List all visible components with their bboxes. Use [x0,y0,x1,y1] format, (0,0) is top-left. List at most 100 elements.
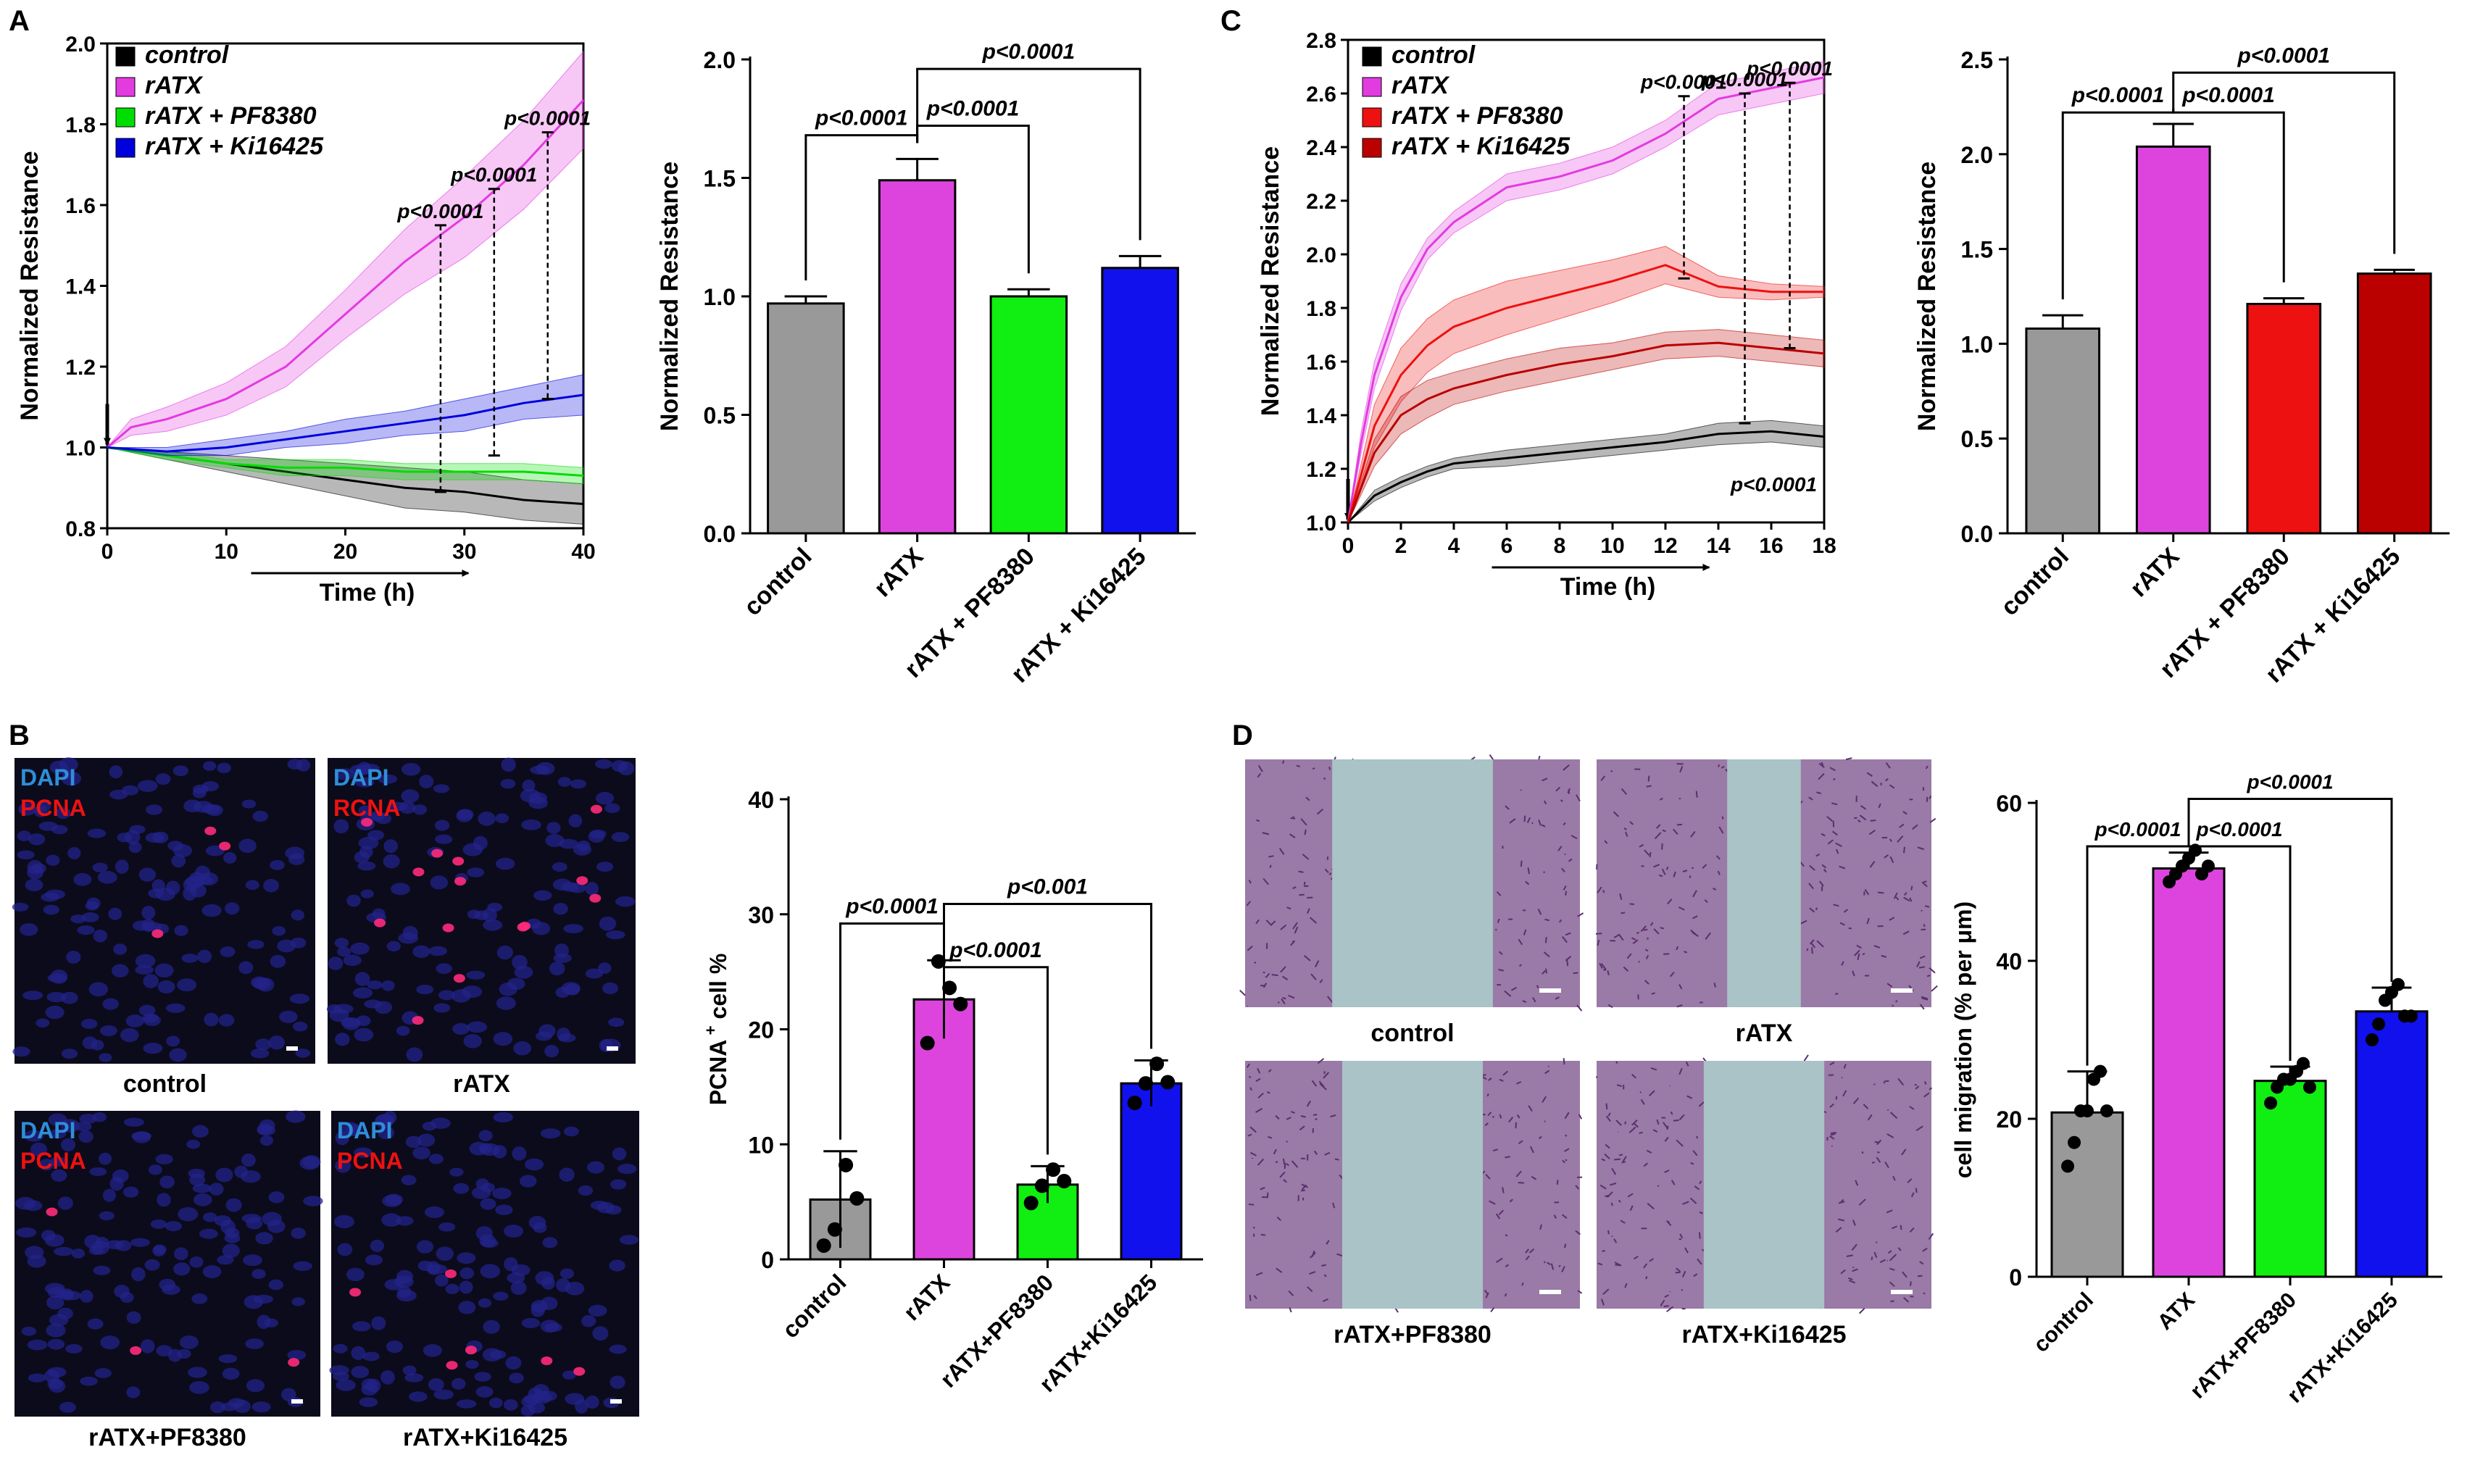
nucleus [433,784,450,793]
cell-streak [1886,1133,1894,1138]
y-tick-label: 40 [748,787,774,813]
nucleus [357,861,376,871]
cell-streak [1682,1201,1689,1205]
nucleus [401,789,420,803]
cell-streak [1602,890,1605,893]
nucleus [592,1326,609,1341]
cell-streak [1870,820,1876,822]
panel-d-bar-chart: 0 20 40 60 cell migration (% per μm) control A… [1950,771,2442,1408]
significance-label: p<0.0001 [949,938,1042,962]
nucleus [45,1005,65,1020]
cell-streak [1290,940,1296,946]
nucleus [174,925,188,936]
data-point [849,1191,865,1206]
nucleus [259,1135,273,1146]
cell-streak [1571,835,1578,840]
cell-streak [1262,983,1268,988]
nucleus [202,1212,217,1222]
cell-streak [1568,858,1573,862]
cell-streak [1563,885,1567,891]
cell-streak [1644,980,1649,985]
cell-streak [1866,917,1870,925]
cell-streak [1528,1248,1535,1254]
legend-label: rATX + PF8380 [145,102,317,130]
nucleus [209,1183,224,1196]
cell-streak [1915,1125,1923,1132]
cell-streak [1618,1154,1623,1156]
y-tick-label: 2.0 [704,47,736,73]
cell-streak [1864,888,1870,896]
nucleus [12,1046,30,1057]
cell-streak [1852,1268,1858,1272]
nucleus [247,940,265,949]
nucleus [617,1164,637,1175]
significance-bracket [943,949,1049,1155]
nucleus [142,1013,159,1023]
panel-b-micrographs: DAPI PCNA control DAPI RCNA rATX DAPI PCNA rATX+… [12,757,639,1451]
cell-streak [1919,1261,1924,1265]
cell-streak [1891,1225,1898,1230]
cell-streak [1692,890,1697,898]
x-tick-label: 4 [1448,534,1460,558]
cell-streak [1289,1307,1292,1313]
nucleus [343,954,362,967]
cell-streak [1923,923,1926,928]
nucleus [238,838,257,853]
pcna-positive-cell [453,974,465,983]
cell-streak [1821,833,1826,837]
cell-streak [1309,1271,1316,1275]
significance-label: p<0.0001 [504,107,591,130]
nucleus [82,1036,98,1050]
cell-streak [1616,1084,1623,1088]
nucleus [520,788,541,803]
cell-streak [1624,1121,1627,1125]
cell-streak [1627,1193,1634,1198]
cell-streak [1531,822,1534,825]
cell-streak [1621,788,1628,795]
cell-streak [1818,772,1825,780]
data-point [942,980,957,996]
nucleus [602,982,619,994]
cell-streak [1292,941,1294,943]
nucleus [289,993,310,1004]
cell-streak [1323,1072,1330,1079]
nucleus [295,1049,311,1058]
data-point [931,954,946,969]
y-tick-label: 1.2 [65,356,96,380]
nucleus [346,1124,363,1136]
nucleus [610,1179,627,1190]
nucleus [385,1193,403,1206]
x-tick-label: 8 [1554,534,1566,558]
nucleus [463,1034,482,1049]
cell-streak [1666,1306,1674,1312]
cell-streak [1846,1254,1853,1257]
cell-streak [1637,994,1639,1000]
cell-streak [1520,789,1522,791]
cell-streak [1831,830,1838,836]
cell-streak [1599,1184,1607,1190]
cell-streak [1910,885,1913,891]
cell-streak [1662,829,1666,833]
cell-streak [1613,1158,1621,1161]
nucleus [99,1211,115,1221]
cell-streak [1840,1269,1846,1275]
cell-streak [1282,1158,1286,1165]
cell-streak [1658,874,1663,878]
panel-a-bar-chart: 0.0 0.5 1.0 1.5 2.0 Normalized Resistance cont… [656,40,1196,688]
cell-streak [1257,772,1262,778]
cell-streak [1281,998,1286,1005]
nucleus [608,1017,625,1027]
cell-streak [1816,940,1824,948]
data-point [2391,977,2405,991]
cell-streak [1494,928,1497,931]
x-category-label: rATX+Ki16425 [2283,1288,2402,1408]
nucleus [521,819,541,830]
cell-streak [1654,832,1662,840]
cell-streak [1522,1000,1527,1004]
nucleus [598,962,612,975]
nucleus [458,1301,476,1314]
nucleus [375,1114,395,1127]
nucleus [456,809,473,822]
nucleus [60,991,78,1004]
cell-streak [1631,1073,1636,1079]
